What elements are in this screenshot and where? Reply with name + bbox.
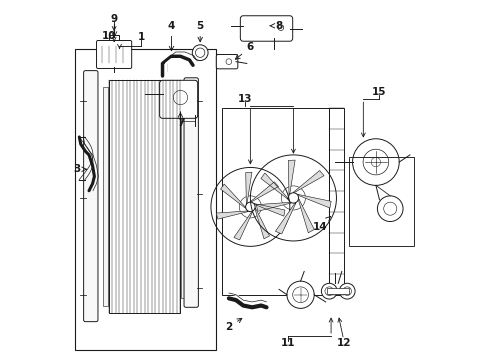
Bar bbox=[109, 35, 119, 40]
Text: 3: 3 bbox=[73, 164, 86, 174]
Bar bbox=[221, 108, 329, 295]
Polygon shape bbox=[294, 171, 324, 192]
Bar bbox=[329, 108, 343, 295]
FancyBboxPatch shape bbox=[84, 71, 98, 321]
Polygon shape bbox=[245, 172, 252, 204]
Polygon shape bbox=[298, 194, 331, 208]
Text: 7: 7 bbox=[177, 112, 184, 128]
Bar bbox=[327, 288, 349, 294]
Circle shape bbox=[353, 139, 399, 185]
Polygon shape bbox=[288, 160, 295, 194]
Polygon shape bbox=[298, 199, 314, 233]
Circle shape bbox=[287, 281, 314, 309]
Polygon shape bbox=[254, 204, 285, 216]
Bar bbox=[109, 80, 180, 313]
Text: 6: 6 bbox=[235, 42, 254, 59]
FancyBboxPatch shape bbox=[240, 16, 293, 41]
Polygon shape bbox=[220, 184, 245, 208]
Text: 10: 10 bbox=[101, 31, 116, 41]
Polygon shape bbox=[234, 212, 253, 240]
Bar bbox=[103, 87, 108, 306]
Polygon shape bbox=[216, 211, 248, 219]
Text: 8: 8 bbox=[270, 21, 283, 31]
Polygon shape bbox=[256, 202, 291, 211]
Bar bbox=[349, 157, 414, 246]
FancyBboxPatch shape bbox=[216, 54, 238, 69]
Polygon shape bbox=[275, 203, 296, 234]
Circle shape bbox=[192, 45, 208, 60]
Text: 15: 15 bbox=[372, 87, 387, 97]
Polygon shape bbox=[255, 208, 270, 239]
Circle shape bbox=[321, 283, 337, 299]
Bar bbox=[181, 94, 186, 298]
Polygon shape bbox=[250, 182, 278, 202]
FancyBboxPatch shape bbox=[184, 78, 198, 307]
Text: 12: 12 bbox=[336, 338, 351, 348]
Text: 9: 9 bbox=[111, 14, 118, 24]
Polygon shape bbox=[261, 173, 288, 199]
FancyBboxPatch shape bbox=[160, 80, 197, 118]
Text: 14: 14 bbox=[313, 216, 330, 231]
Text: 5: 5 bbox=[196, 21, 204, 42]
Text: 13: 13 bbox=[238, 94, 252, 104]
Circle shape bbox=[377, 196, 403, 221]
Text: 4: 4 bbox=[168, 21, 175, 51]
Text: 11: 11 bbox=[281, 338, 295, 348]
Text: 2: 2 bbox=[225, 318, 242, 332]
Circle shape bbox=[339, 283, 355, 299]
FancyBboxPatch shape bbox=[97, 41, 132, 68]
Text: 1: 1 bbox=[137, 32, 145, 41]
Bar bbox=[74, 49, 216, 350]
